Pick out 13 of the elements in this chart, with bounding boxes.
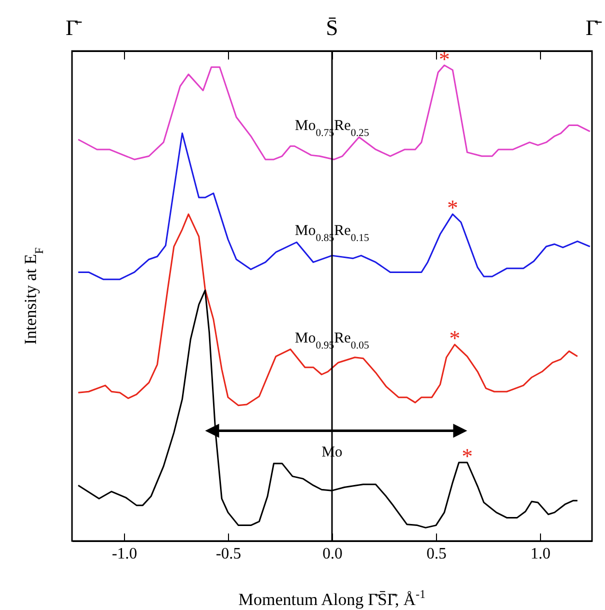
annotation: * [449,326,460,351]
annotation: * [438,46,450,72]
text: Γ̄ [66,15,82,40]
annotation: * [447,195,458,220]
x-tick-label: 0.5 [426,546,446,562]
text: Γ̄ [586,15,602,40]
x-axis-title: Momentum Along Γ̄S̄Γ̄, Å$^{-1}$ [238,587,426,609]
x-tick-label: 1.0 [530,546,550,562]
x-tick-label: 0.0 [322,546,342,562]
x-tick-label: -1.0 [112,546,138,562]
text: S̄ [326,15,338,40]
annotation: * [462,444,473,469]
x-tick-label: -0.5 [216,546,242,562]
